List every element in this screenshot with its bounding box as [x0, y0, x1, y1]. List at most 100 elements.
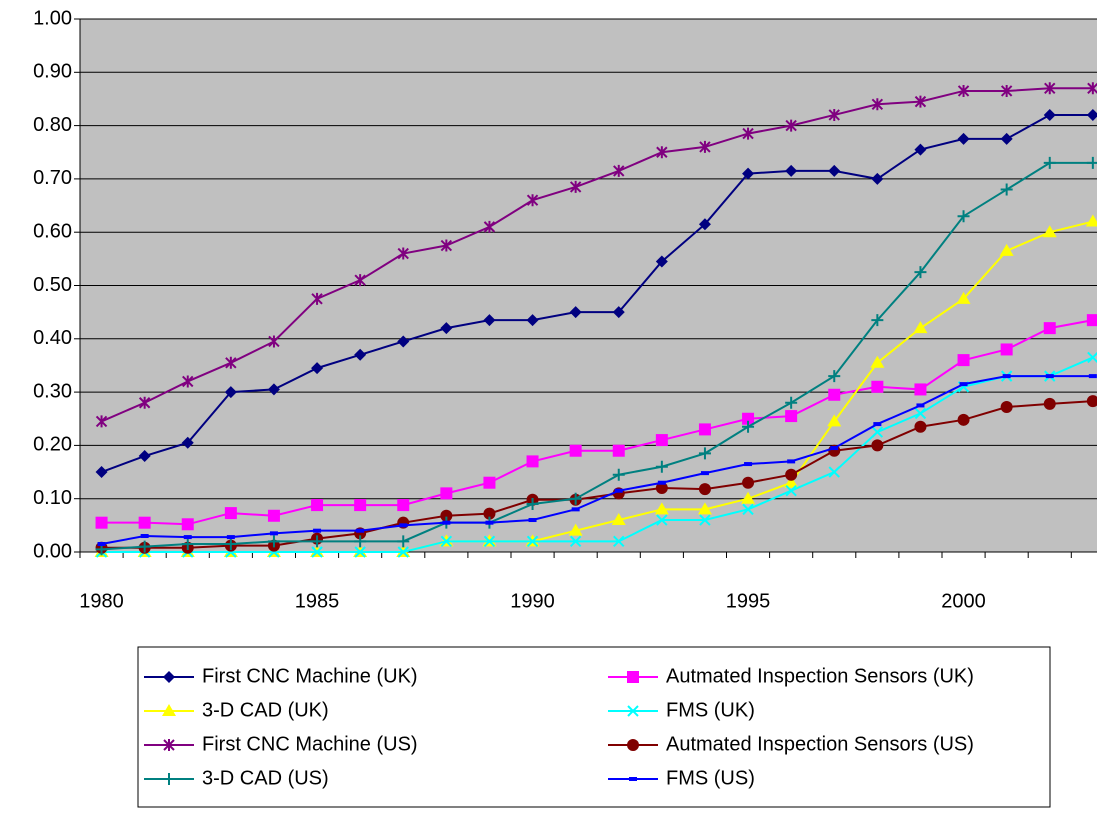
y-tick-label: 0.60 [33, 220, 72, 242]
marker [483, 476, 496, 489]
marker [1087, 82, 1097, 95]
marker [871, 380, 884, 393]
marker [1002, 374, 1011, 379]
marker [95, 466, 108, 479]
marker [655, 434, 668, 447]
marker [267, 509, 280, 522]
marker [483, 507, 496, 520]
marker [526, 194, 539, 207]
marker [397, 499, 410, 512]
marker [1086, 395, 1097, 408]
legend-label: Autmated Inspection Sensors (US) [666, 733, 974, 755]
y-tick-label: 0.70 [33, 167, 72, 189]
marker [354, 499, 367, 512]
marker [568, 523, 583, 536]
marker [871, 439, 884, 452]
marker [225, 356, 237, 369]
legend-marker [627, 705, 639, 717]
marker [697, 502, 712, 515]
marker [354, 546, 366, 558]
marker [785, 164, 798, 177]
marker [698, 447, 711, 460]
marker [440, 487, 453, 500]
marker [138, 540, 151, 553]
marker [356, 528, 365, 533]
marker [440, 239, 453, 252]
marker [138, 450, 151, 463]
marker [785, 119, 797, 132]
marker [914, 407, 927, 420]
marker [183, 535, 192, 540]
marker [657, 480, 666, 485]
y-tick-label: 0.90 [33, 61, 72, 83]
marker [1044, 82, 1056, 95]
marker [614, 488, 623, 493]
legend-marker [163, 671, 175, 683]
x-tick-label: 1980 [79, 590, 124, 612]
marker [181, 518, 194, 531]
marker [311, 499, 324, 512]
marker [655, 255, 668, 268]
marker [612, 468, 625, 481]
marker [483, 314, 496, 327]
marker [483, 535, 496, 548]
marker [181, 436, 194, 449]
series-line [101, 400, 1093, 549]
legend-marker [163, 739, 175, 751]
marker [1043, 397, 1056, 410]
marker [871, 426, 884, 438]
x-tick-label: 1985 [295, 590, 340, 612]
marker [1000, 401, 1013, 414]
y-tick-label: 0.10 [33, 487, 72, 509]
marker [1000, 183, 1013, 196]
marker [612, 444, 625, 457]
marker [956, 291, 971, 304]
marker [1042, 225, 1057, 238]
marker [785, 396, 798, 409]
marker [828, 108, 840, 121]
legend-label: Autmated Inspection Sensors (UK) [666, 665, 974, 687]
marker [569, 180, 582, 193]
marker [226, 535, 235, 540]
marker [700, 471, 709, 476]
marker [224, 538, 237, 551]
marker [742, 127, 754, 140]
marker [871, 314, 884, 327]
marker [744, 462, 753, 467]
marker [785, 468, 798, 481]
marker [612, 306, 625, 319]
marker [914, 383, 927, 396]
marker [224, 507, 237, 520]
marker [914, 143, 927, 156]
marker [1086, 314, 1097, 327]
marker [957, 132, 970, 145]
marker [526, 535, 539, 548]
marker [311, 546, 323, 558]
marker [397, 546, 409, 558]
marker [440, 535, 453, 548]
legend-marker [629, 777, 637, 781]
legend-label: 3-D CAD (US) [202, 767, 329, 789]
marker [397, 535, 410, 548]
marker [613, 164, 625, 177]
marker [528, 518, 537, 523]
series-line [101, 356, 1094, 553]
marker [569, 444, 582, 457]
marker [95, 516, 108, 529]
y-tick-label: 0.20 [33, 434, 72, 456]
marker [569, 535, 582, 548]
marker [957, 210, 970, 223]
marker [1000, 132, 1013, 145]
marker [311, 292, 323, 305]
marker [138, 516, 151, 529]
marker [138, 396, 151, 409]
marker [873, 422, 882, 427]
y-tick-label: 1.00 [33, 7, 72, 29]
legend-marker [627, 671, 639, 683]
marker [440, 322, 453, 335]
marker [1086, 108, 1097, 121]
marker [313, 528, 322, 533]
legend-label: First CNC Machine (UK) [202, 665, 418, 687]
marker [957, 413, 970, 426]
marker [742, 412, 755, 425]
